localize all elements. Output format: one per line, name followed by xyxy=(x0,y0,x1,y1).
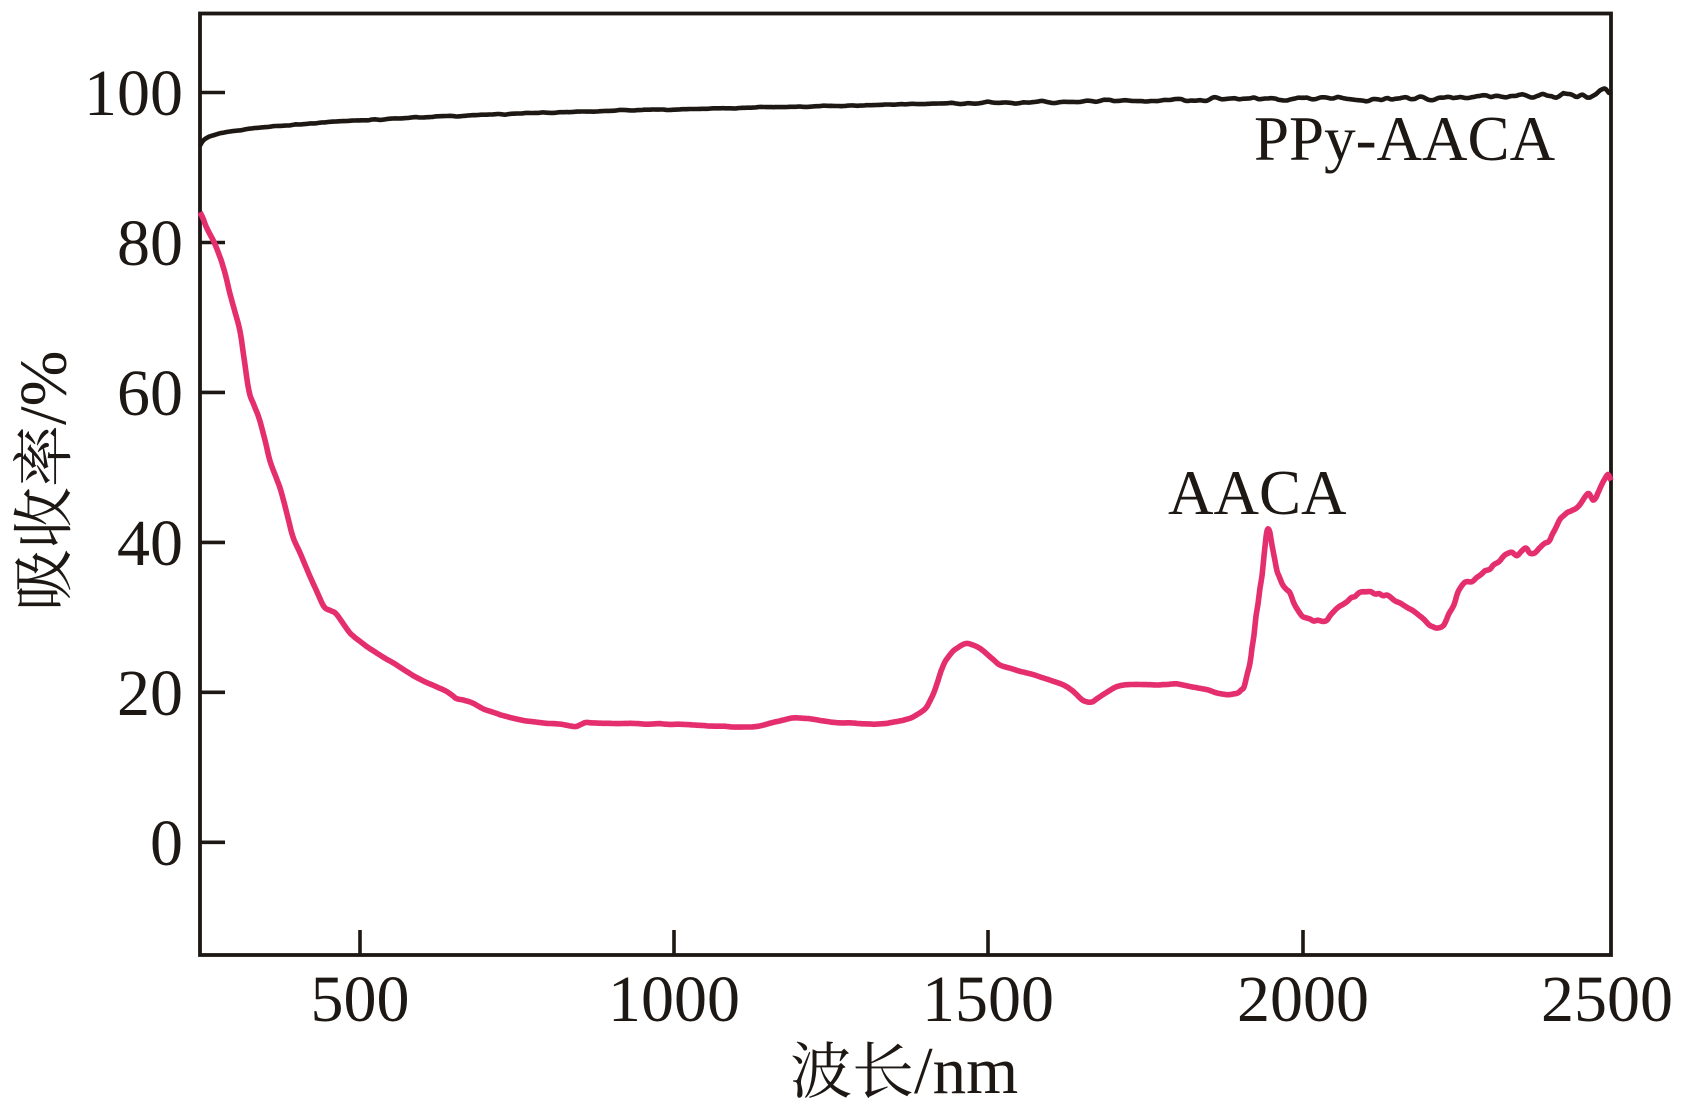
svg-text:0: 0 xyxy=(150,807,183,880)
svg-text:PPy-AACA: PPy-AACA xyxy=(1254,104,1556,174)
svg-text:20: 20 xyxy=(117,657,183,730)
svg-text:/%: /% xyxy=(7,351,81,425)
svg-text:1500: 1500 xyxy=(922,963,1054,1036)
svg-text:1000: 1000 xyxy=(608,963,740,1036)
svg-text:500: 500 xyxy=(311,963,410,1036)
svg-text:AACA: AACA xyxy=(1168,458,1347,528)
svg-text:/nm: /nm xyxy=(914,1034,1018,1108)
svg-text:80: 80 xyxy=(117,207,183,280)
svg-text:40: 40 xyxy=(117,507,183,580)
svg-text:100: 100 xyxy=(84,57,183,130)
svg-text:2500: 2500 xyxy=(1541,963,1673,1036)
svg-text:60: 60 xyxy=(117,357,183,430)
svg-text:2000: 2000 xyxy=(1237,963,1369,1036)
